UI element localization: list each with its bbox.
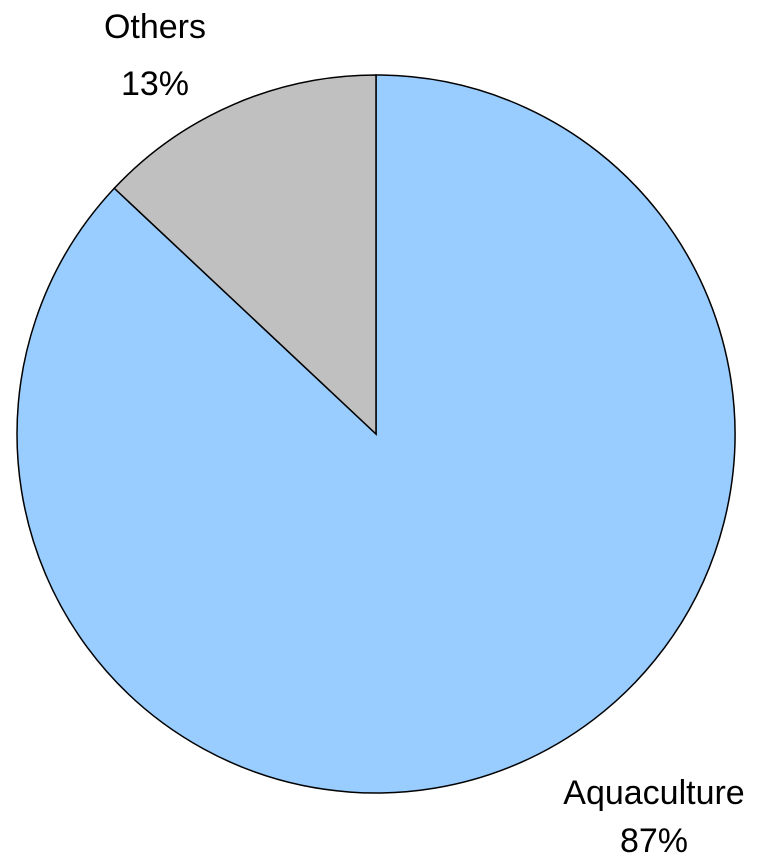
- slice-value-others: 13%: [121, 65, 189, 103]
- pie-slices: [16, 74, 736, 794]
- pie-slice-others: [113, 74, 377, 436]
- slice-label-aquaculture: Aquaculture: [563, 774, 744, 812]
- pie-labels: Others 13% Aquaculture 87%: [104, 8, 745, 860]
- slice-value-aquaculture: 87%: [620, 822, 688, 860]
- slice-label-others: Others: [104, 8, 206, 46]
